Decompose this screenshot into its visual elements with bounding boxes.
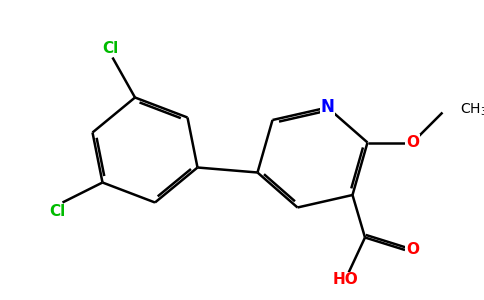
Text: O: O — [406, 135, 419, 150]
Text: CH$_3$: CH$_3$ — [460, 102, 484, 118]
Text: Cl: Cl — [49, 204, 66, 219]
Text: HO: HO — [332, 272, 358, 287]
Text: O: O — [406, 242, 419, 257]
Text: Cl: Cl — [102, 41, 118, 56]
Text: N: N — [320, 98, 334, 116]
